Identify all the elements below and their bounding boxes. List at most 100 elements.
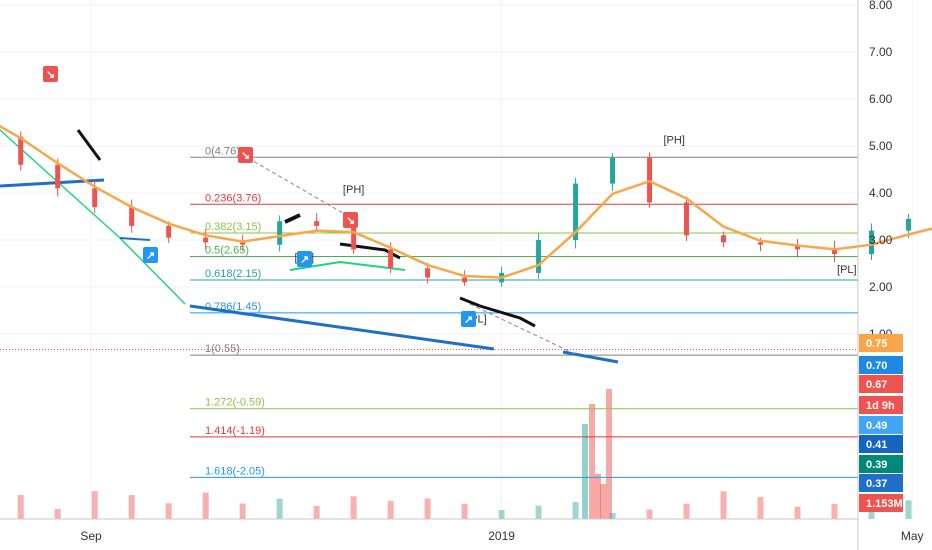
x-tick-label: 2019 — [488, 529, 515, 543]
y-tick-label: 8.00 — [869, 0, 893, 12]
volume-bar — [17, 494, 24, 519]
volume-bar — [606, 389, 612, 519]
signal-icons: ↘ ↘ ↘ ↗ ↗ ↗ — [43, 66, 476, 327]
price-badge-label: 0.41 — [866, 439, 887, 451]
volume-bar — [794, 506, 801, 519]
volume-bar — [646, 509, 653, 519]
y-tick-label: 6.00 — [869, 92, 893, 106]
y-tick-label: 4.00 — [869, 186, 893, 200]
candle-body — [277, 221, 283, 245]
volume-bar — [683, 503, 690, 519]
price-badge: 0.67 — [859, 375, 903, 393]
pivot-label: [PH] — [343, 184, 364, 196]
y-tick-label: 5.00 — [869, 139, 893, 153]
volume-bar — [128, 495, 135, 519]
volume-bar — [582, 424, 588, 519]
x-axis-ticks: Sep2019MaySep2020MaySep2021 — [80, 529, 923, 543]
price-badge-label: 0.37 — [866, 478, 887, 490]
volume-bar — [868, 508, 875, 519]
volume-bar — [757, 497, 764, 519]
candle-body — [351, 225, 357, 250]
volume-bar — [572, 502, 579, 519]
y-tick-label: 7.00 — [869, 45, 893, 59]
fib-levels: 0(4.76) 0.236(3.76) 0.382(3.15) 0.5(2.65) 0.… — [0, 145, 858, 478]
price-badge: 0.41 — [859, 435, 903, 453]
fib-level-label: 0.236(3.76) — [205, 192, 261, 204]
volume-bar — [498, 510, 505, 519]
y-axis-ticks: 8.007.006.005.004.003.002.001.00 — [869, 0, 893, 341]
volume-bars — [17, 389, 912, 519]
price-badge: 0.39 — [859, 455, 903, 473]
sell-signal-icon-glyph: ↘ — [241, 150, 250, 162]
ma-line — [0, 124, 932, 279]
price-badge-bg — [859, 356, 903, 374]
volume-bar — [54, 509, 61, 519]
price-badge-label: 0.70 — [866, 360, 887, 372]
y-tick-label: 2.00 — [869, 280, 893, 294]
price-badge: 0.75 — [859, 334, 903, 352]
price-badge-bg — [859, 494, 903, 512]
candle-body — [721, 235, 727, 243]
volume-bar — [424, 498, 431, 519]
price-badge: 0.37 — [859, 474, 903, 492]
price-badge: 0.49 — [859, 416, 903, 434]
sell-signal-icon-bg — [43, 66, 58, 82]
volume-bar — [276, 498, 283, 519]
price-badges: 0.75 0.70 0.67 1d 9h 0.49 0.41 0.39 0.37 1.153M — [859, 334, 903, 512]
buy-signal-icon: ↗ — [461, 311, 476, 327]
sell-signal-icon-glyph: ↘ — [46, 69, 55, 81]
price-badge-bg — [859, 416, 903, 434]
sell-signal-icon: ↘ — [43, 66, 58, 82]
dashed-trend-line — [247, 157, 349, 217]
candle-body — [166, 225, 172, 238]
candle-body — [55, 164, 61, 189]
sell-signal-icon: ↘ — [238, 147, 253, 163]
volume-bar — [905, 500, 912, 519]
price-badge: 1.153M — [859, 494, 903, 512]
buy-signal-icon: ↗ — [297, 251, 312, 267]
sell-signal-icon-glyph: ↘ — [346, 215, 355, 227]
dashed-trend-line-recent — [469, 303, 576, 355]
volume-bar — [831, 503, 838, 519]
candle-body — [868, 230, 874, 255]
volume-bar — [595, 474, 601, 519]
fib-level-label: 0(4.76) — [205, 145, 240, 157]
black-segment — [459, 296, 536, 328]
candle-body — [758, 242, 764, 245]
pivot-label: [PH] — [664, 135, 685, 147]
price-badge-bg — [859, 334, 903, 352]
trend-line-recent — [562, 350, 619, 364]
trend-line-short — [119, 237, 151, 241]
volume-bar — [313, 505, 320, 519]
volume-bar — [589, 404, 595, 519]
volume-bar — [609, 512, 616, 519]
buy-signal-icon-bg — [461, 311, 476, 327]
price-badge: 1d 9h — [859, 396, 903, 414]
volume-bar — [350, 496, 357, 519]
candle-body — [462, 277, 468, 283]
candle-body — [795, 244, 801, 250]
volume-bar — [239, 503, 246, 519]
volume-bar — [387, 500, 394, 519]
trend-line-lower — [189, 304, 495, 351]
fib-level-label: 1.414(-1.19) — [205, 425, 265, 437]
black-segment — [76, 129, 102, 161]
sell-signal-icon: ↘ — [343, 212, 358, 228]
price-badge-bg — [859, 396, 903, 414]
buy-signal-icon-glyph: ↗ — [300, 254, 309, 266]
pivot-label: [PL] — [837, 264, 857, 276]
volume-bar — [720, 491, 727, 519]
buy-signal-icon-glyph: ↗ — [146, 250, 155, 262]
price-badge-bg — [859, 375, 903, 393]
candle-body — [610, 157, 616, 184]
candle-body — [831, 249, 837, 255]
candle-body — [536, 240, 542, 273]
moving-average — [0, 124, 932, 279]
sell-signal-icon-bg — [343, 212, 358, 228]
sell-signal-icon-bg — [238, 147, 253, 163]
fib-level-label: 0.618(2.15) — [205, 268, 261, 280]
candle-body — [203, 237, 209, 243]
price-badge-bg — [859, 455, 903, 473]
candle-body — [240, 242, 246, 245]
